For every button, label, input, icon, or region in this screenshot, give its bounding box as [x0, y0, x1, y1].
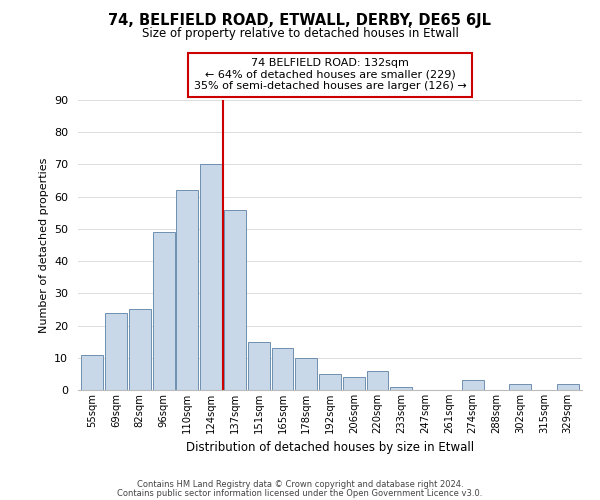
Bar — [176, 190, 198, 390]
Text: Size of property relative to detached houses in Etwall: Size of property relative to detached ho… — [142, 28, 458, 40]
Text: 74 BELFIELD ROAD: 132sqm
← 64% of detached houses are smaller (229)
35% of semi-: 74 BELFIELD ROAD: 132sqm ← 64% of detach… — [194, 58, 466, 92]
Bar — [129, 310, 151, 390]
X-axis label: Distribution of detached houses by size in Etwall: Distribution of detached houses by size … — [186, 442, 474, 454]
Bar — [152, 232, 175, 390]
Bar — [248, 342, 269, 390]
Bar — [509, 384, 531, 390]
Bar — [105, 312, 127, 390]
Bar — [462, 380, 484, 390]
Bar — [367, 370, 388, 390]
Text: 74, BELFIELD ROAD, ETWALL, DERBY, DE65 6JL: 74, BELFIELD ROAD, ETWALL, DERBY, DE65 6… — [109, 12, 491, 28]
Bar — [295, 358, 317, 390]
Bar — [343, 377, 365, 390]
Bar — [224, 210, 246, 390]
Bar — [82, 354, 103, 390]
Bar — [200, 164, 222, 390]
Bar — [391, 387, 412, 390]
Text: Contains HM Land Registry data © Crown copyright and database right 2024.: Contains HM Land Registry data © Crown c… — [137, 480, 463, 489]
Y-axis label: Number of detached properties: Number of detached properties — [38, 158, 49, 332]
Bar — [557, 384, 578, 390]
Bar — [319, 374, 341, 390]
Bar — [272, 348, 293, 390]
Text: Contains public sector information licensed under the Open Government Licence v3: Contains public sector information licen… — [118, 488, 482, 498]
